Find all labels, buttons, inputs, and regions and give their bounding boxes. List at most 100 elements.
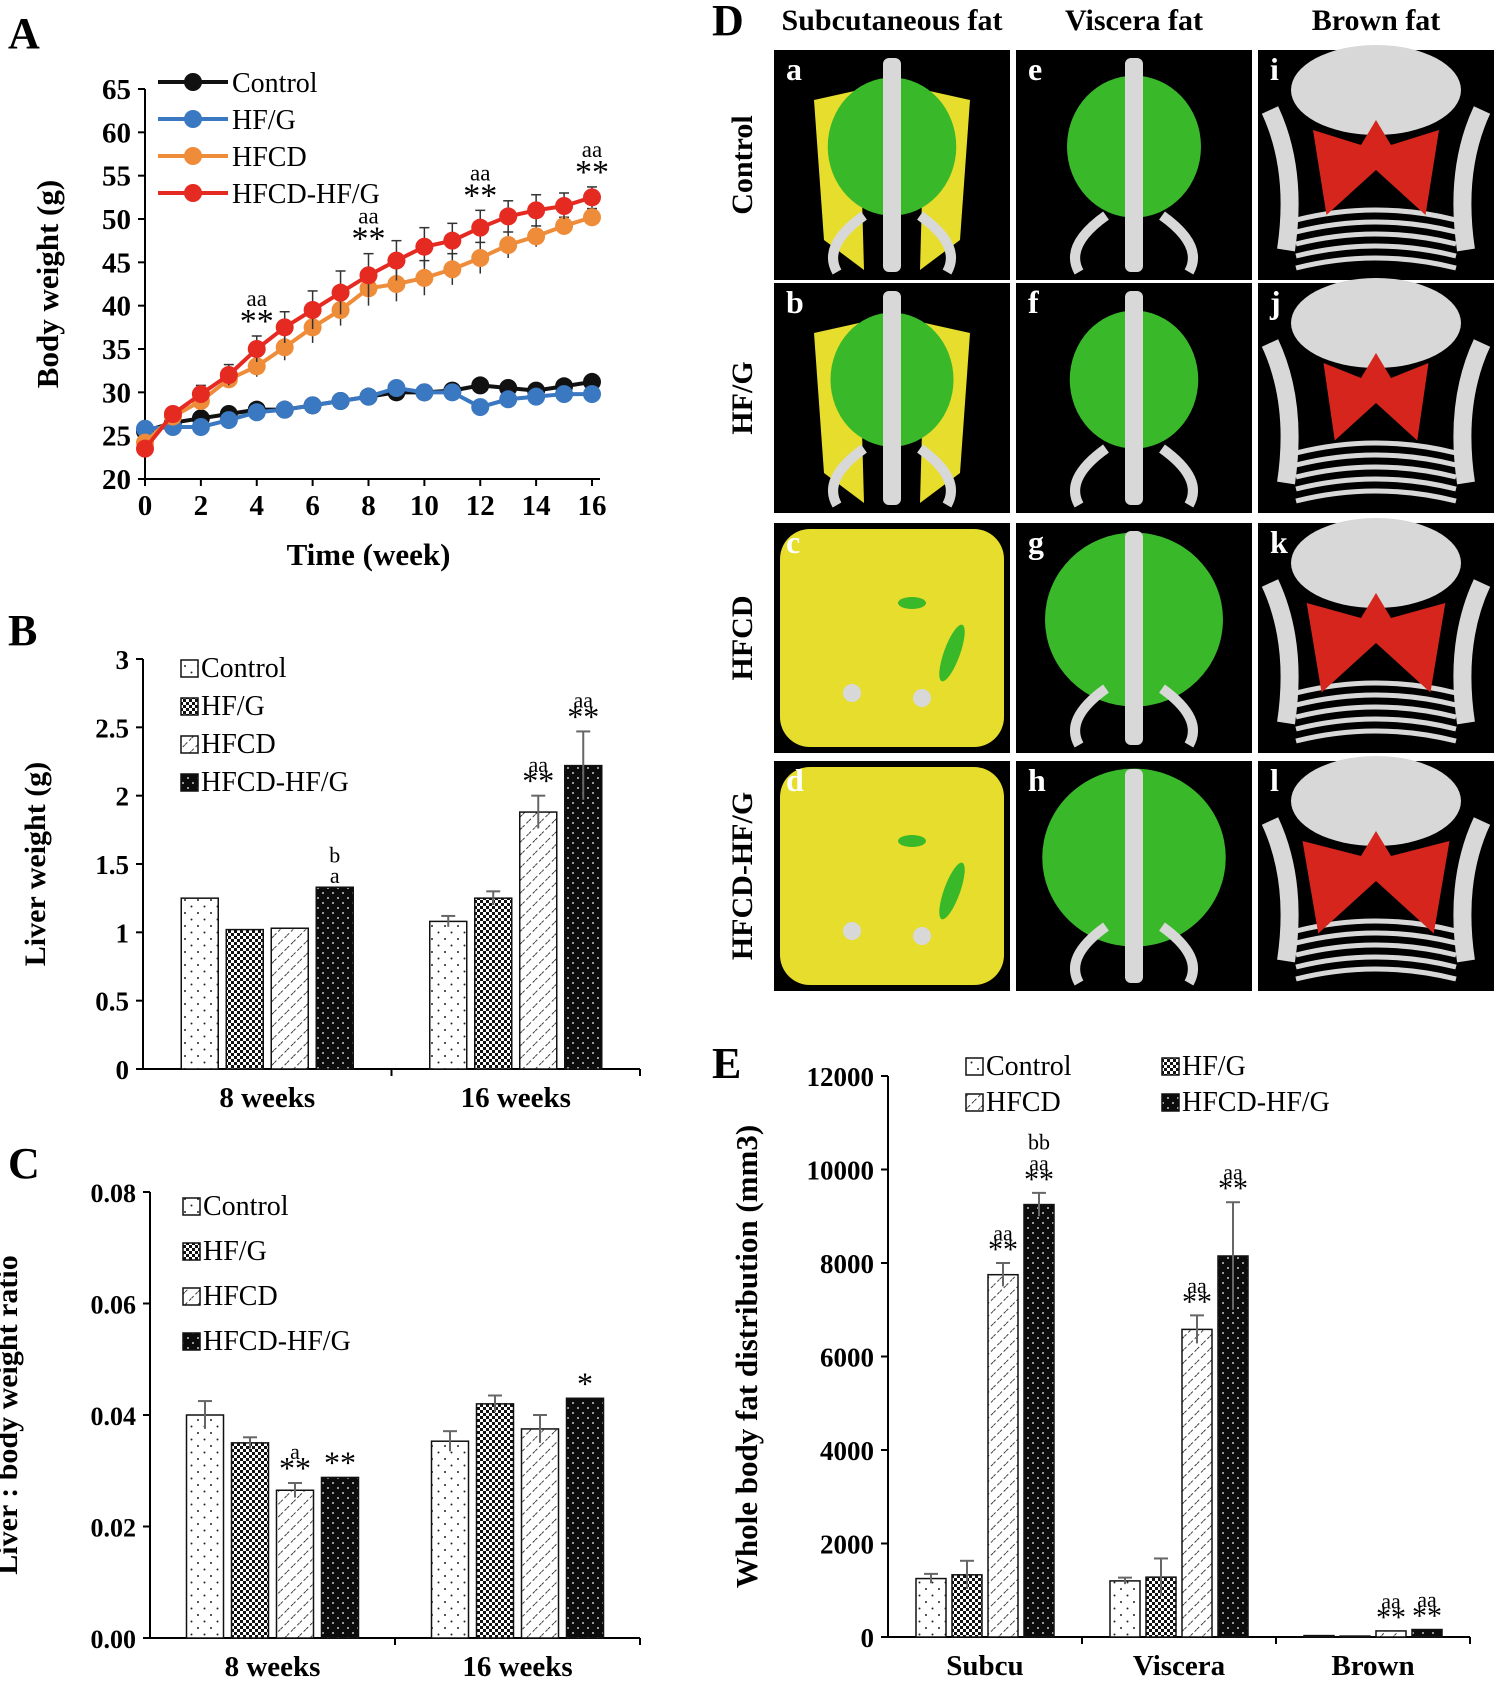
y-tick-label: 0.02: [91, 1514, 137, 1543]
shoulder-bone-left: [1261, 106, 1299, 252]
bar: [520, 1428, 560, 1639]
y-tick-label: 55: [102, 161, 131, 193]
shoulder-bone-right: [1453, 339, 1491, 485]
legend-swatch: [1161, 1057, 1180, 1076]
rib: [1295, 728, 1457, 744]
ct-image-cell: d: [774, 761, 1010, 991]
x-tick-label: 12: [466, 490, 495, 522]
image-letter: e: [1028, 51, 1042, 87]
shoulder-bone-right: [1453, 579, 1491, 725]
panel-d-ct-images: Subcutaneous fat Viscera fat Brown fat Cont…: [726, 4, 1494, 991]
legend-label: Control: [203, 1191, 289, 1222]
y-tick-label: 40: [102, 291, 131, 323]
x-tick-label: 2: [194, 490, 209, 522]
ribcage: [1295, 918, 1457, 982]
bar: [315, 886, 354, 1070]
data-point: [583, 208, 601, 227]
leg-bone-left: [1070, 211, 1109, 275]
category-label: Brown: [1331, 1650, 1414, 1681]
rib: [1295, 930, 1457, 946]
sig-label: **: [1218, 1172, 1248, 1205]
sig-label-aa: aa: [582, 137, 602, 162]
leg-bone-right: [1159, 684, 1198, 748]
sig-label: a: [330, 863, 340, 888]
spine: [1125, 291, 1143, 505]
rib: [1295, 488, 1457, 504]
image-letter: h: [1028, 762, 1046, 798]
shoulder-bone-left: [1261, 339, 1299, 485]
data-point: [331, 283, 350, 302]
legend-label: Control: [201, 653, 287, 684]
data-point: [359, 387, 378, 406]
legend-swatch: [180, 697, 199, 716]
leg-bone-left: [1070, 444, 1109, 508]
sig-label: aa: [993, 1220, 1013, 1245]
y-tick-label: 6000: [820, 1343, 874, 1373]
image-letter: c: [786, 524, 800, 560]
viscera-fat-spot: [898, 835, 926, 847]
bar: [429, 920, 468, 1070]
sig-label: **: [1376, 1601, 1406, 1634]
rib: [1295, 464, 1457, 480]
y-tick-label: 2.5: [95, 713, 129, 743]
sig-label: **: [1412, 1600, 1442, 1633]
bar: [1023, 1203, 1055, 1638]
rib: [1295, 231, 1457, 247]
sig-label-stars: **: [463, 177, 497, 214]
image-letter: j: [1269, 284, 1281, 320]
bar: [1339, 1635, 1371, 1638]
legend-label: HFCD-HF/G: [1182, 1087, 1330, 1118]
shoulder-bone-right: [1453, 106, 1491, 252]
x-tick-label: 16: [578, 490, 607, 522]
leg-bone-left: [828, 444, 867, 508]
leg-bone-right: [917, 211, 956, 275]
viscera-fat-spot: [939, 624, 965, 682]
rib: [1295, 243, 1457, 259]
panel-label-a: A: [8, 9, 40, 58]
data-point: [359, 266, 378, 285]
bone-fragment: [913, 689, 931, 707]
y-tick-label: 10000: [807, 1156, 875, 1186]
category-label: 16 weeks: [461, 1082, 571, 1114]
rib: [1295, 255, 1457, 271]
rib: [1295, 692, 1457, 708]
legend-label: Control: [232, 68, 318, 99]
y-tick-label: 3: [116, 645, 130, 675]
shoulder-bone-left: [1261, 817, 1299, 963]
skull: [1291, 278, 1461, 368]
rib: [1295, 918, 1457, 934]
data-point: [443, 260, 462, 279]
sig-label-stars: **: [575, 154, 609, 191]
sig-label: *: [577, 1365, 593, 1401]
bar: [519, 811, 558, 1070]
leg-bone-left: [1070, 684, 1109, 748]
sig-label: aa: [1029, 1150, 1049, 1175]
ct-image-cell: g: [1016, 523, 1252, 753]
data-point: [163, 405, 182, 423]
legend-label: HFCD-HF/G: [203, 1326, 351, 1357]
bar: [180, 897, 219, 1070]
bar: [1109, 1580, 1141, 1638]
bone-fragment: [843, 922, 861, 940]
data-point: [527, 201, 546, 220]
bar: [475, 1403, 515, 1639]
image-letter: l: [1270, 762, 1279, 798]
data-point: [219, 366, 238, 384]
y-tick-label: 0: [861, 1623, 875, 1653]
sig-label: a: [290, 1439, 300, 1464]
column-header: Viscera fat: [1065, 4, 1203, 37]
y-tick-label: 45: [102, 247, 131, 279]
ct-image-cell: e: [1016, 50, 1252, 280]
legend-swatch: [965, 1057, 984, 1076]
y-tick-label: 12000: [807, 1062, 875, 1092]
legend-swatch: [965, 1093, 984, 1112]
ribcage: [1295, 440, 1457, 504]
y-tick-label: 1.5: [95, 850, 129, 880]
image-letter: g: [1028, 524, 1044, 560]
image-letter: b: [786, 284, 804, 320]
ct-image-cell: c: [774, 523, 1010, 753]
brown-fat-mass: [1313, 120, 1439, 215]
sig-label: **: [1024, 1163, 1054, 1196]
y-tick-label: 30: [102, 377, 131, 409]
